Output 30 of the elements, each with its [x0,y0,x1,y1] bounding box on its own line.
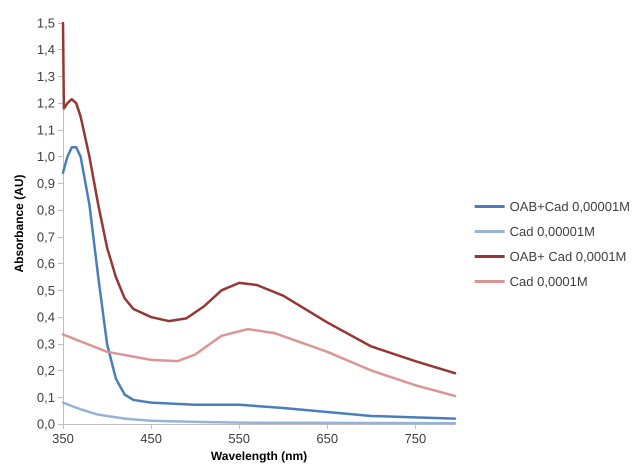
legend-label: Cad 0,00001M [510,224,595,239]
y-tick-label: 0,8 [36,202,55,218]
x-tick-label: 750 [404,431,426,446]
y-tick-label: 0,4 [36,310,55,325]
y-tick-label: 0,5 [36,282,55,298]
x-tick-label: 450 [140,431,162,446]
y-tick-label: 0,6 [36,256,55,272]
line-series [62,146,456,420]
y-tick-label: 1,1 [36,122,55,138]
line-series [62,328,456,398]
x-tick-label: 350 [52,431,74,446]
legend-label: OAB+ Cad 0,0001M [510,249,626,264]
y-tick-label: 1,0 [36,149,55,164]
y-tick-label: 1,4 [36,42,55,58]
x-tick-label: 650 [316,431,338,446]
y-tick-label: 0,7 [36,229,55,244]
line-series [62,22,456,374]
y-tick-label: 1,2 [36,96,55,111]
y-tick-label: 0,3 [36,336,55,352]
legend-label: Cad 0,0001M [510,274,588,289]
legend-label: OAB+Cad 0,00001M [510,199,630,214]
y-axis-title: Absorbance (AU) [12,174,26,273]
y-tick-label: 0,1 [36,390,55,405]
x-axis-title: Wavelength (nm) [210,448,308,463]
x-tick-label: 550 [228,431,250,446]
y-tick-label: 0,9 [36,176,55,191]
y-tick-label: 0,2 [36,363,55,378]
y-tick-label: 1,3 [36,68,55,84]
y-tick-label: 1,5 [36,16,55,30]
y-tick-label: 0,0 [36,416,55,432]
